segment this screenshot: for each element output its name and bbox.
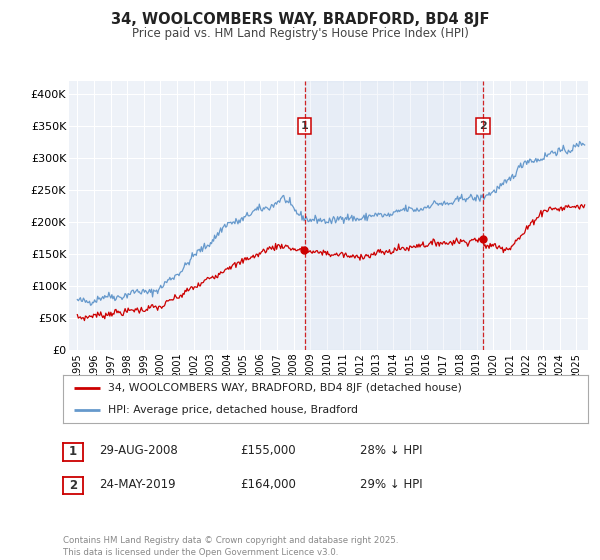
Text: HPI: Average price, detached house, Bradford: HPI: Average price, detached house, Brad… — [107, 405, 358, 415]
Text: £164,000: £164,000 — [240, 478, 296, 491]
Text: 2: 2 — [69, 479, 77, 492]
Text: 1: 1 — [301, 121, 308, 131]
Text: £155,000: £155,000 — [240, 444, 296, 458]
Text: Price paid vs. HM Land Registry's House Price Index (HPI): Price paid vs. HM Land Registry's House … — [131, 27, 469, 40]
Text: Contains HM Land Registry data © Crown copyright and database right 2025.
This d: Contains HM Land Registry data © Crown c… — [63, 536, 398, 557]
Text: 34, WOOLCOMBERS WAY, BRADFORD, BD4 8JF (detached house): 34, WOOLCOMBERS WAY, BRADFORD, BD4 8JF (… — [107, 383, 461, 393]
Bar — [305, 81, 483, 350]
Text: 28% ↓ HPI: 28% ↓ HPI — [360, 444, 422, 458]
Text: 29% ↓ HPI: 29% ↓ HPI — [360, 478, 422, 491]
Text: 29-AUG-2008: 29-AUG-2008 — [99, 444, 178, 458]
Text: 2: 2 — [479, 121, 487, 131]
Text: 34, WOOLCOMBERS WAY, BRADFORD, BD4 8JF: 34, WOOLCOMBERS WAY, BRADFORD, BD4 8JF — [111, 12, 489, 27]
Text: 1: 1 — [69, 445, 77, 459]
Text: 24-MAY-2019: 24-MAY-2019 — [99, 478, 176, 491]
